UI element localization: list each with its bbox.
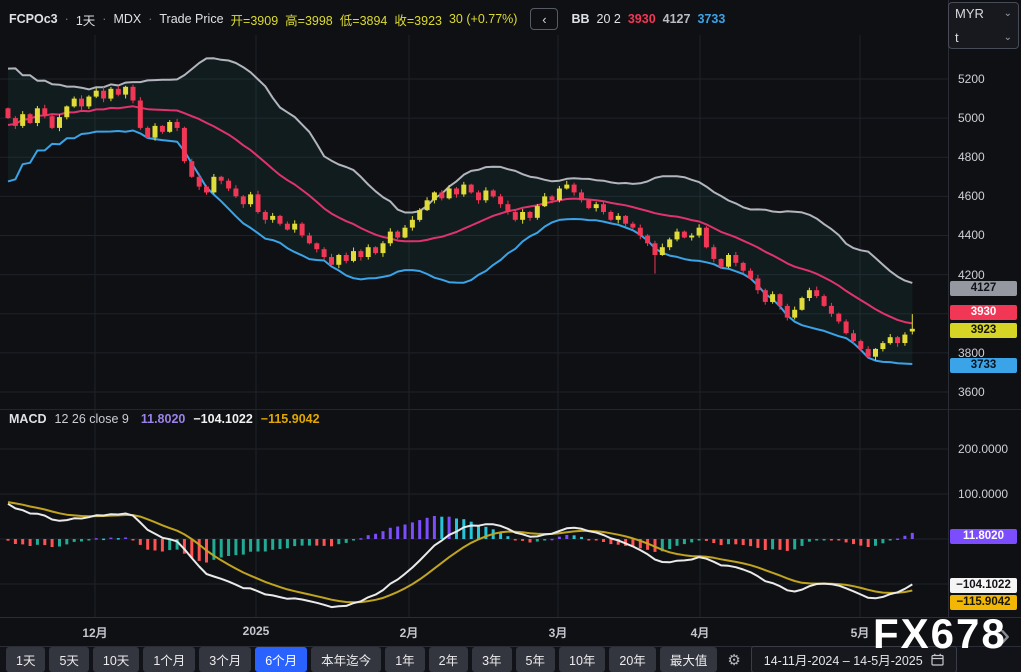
bb-upper-value: 4127: [663, 12, 691, 26]
time-axis-month-label: 2月: [400, 624, 419, 641]
exchange-label[interactable]: MDX: [113, 12, 141, 26]
macd-params: 12 26 close 9: [55, 412, 129, 426]
price-scale-border: [948, 0, 949, 617]
macd-chart-svg[interactable]: [0, 410, 948, 618]
bb-lower-value: 3733: [697, 12, 725, 26]
price-chart-svg[interactable]: [0, 35, 948, 409]
range-button-5[interactable]: 3个月: [199, 647, 251, 672]
symbol-name[interactable]: FCPOc3: [9, 12, 58, 26]
pane-divider[interactable]: [0, 409, 1021, 410]
bollinger-legend: BB 20 2 3930 4127 3733: [571, 12, 725, 26]
range-button-9[interactable]: 2年: [429, 647, 468, 672]
bb-basis-value: 3930: [628, 12, 656, 26]
range-button-3[interactable]: 10天: [93, 647, 139, 672]
macd-line-value: −104.1022: [193, 412, 252, 426]
range-button-13[interactable]: 20年: [609, 647, 655, 672]
time-axis-month-label: 5月: [851, 624, 870, 641]
candlestick-price-pane[interactable]: [0, 35, 948, 409]
separator: ·: [65, 12, 69, 26]
time-axis-month-label: 12月: [82, 624, 107, 641]
chevron-down-icon: ⌄: [1004, 8, 1012, 19]
collapse-legend-button[interactable]: ‹: [530, 8, 558, 30]
currency-value: MYR: [955, 6, 984, 21]
interval-label[interactable]: 1天: [76, 10, 95, 29]
range-button-10[interactable]: 3年: [472, 647, 511, 672]
macd-hist-value: 11.8020: [141, 412, 186, 426]
unit-select[interactable]: t ⌄: [955, 30, 1012, 45]
axis-tick-label: 3600: [958, 385, 985, 399]
macd-title[interactable]: MACD: [9, 412, 47, 426]
price-badge: −115.9042: [950, 595, 1017, 610]
range-button-6[interactable]: 6个月: [255, 647, 307, 672]
close-value: 收=3923: [394, 10, 442, 29]
macd-legend: MACD 12 26 close 9 11.8020 −104.1022 −11…: [9, 412, 320, 426]
time-axis-month-label: 3月: [549, 624, 568, 641]
price-badge: −104.1022: [950, 578, 1017, 593]
trading-chart-window: FCPOc3 · 1天 · MDX · Trade Price 开=3909 高…: [0, 0, 1021, 672]
time-axis-month-label: 2025: [243, 624, 270, 638]
date-range-picker[interactable]: 14-11月-2024 – 14-5月-2025: [751, 646, 957, 672]
symbol-legend: FCPOc3 · 1天 · MDX · Trade Price 开=3909 高…: [9, 8, 725, 30]
range-button-1[interactable]: 1天: [6, 647, 45, 672]
range-button-11[interactable]: 5年: [516, 647, 555, 672]
unit-selector-panel: MYR ⌄ t ⌄: [948, 2, 1019, 49]
low-value: 低=3894: [340, 10, 388, 29]
time-axis-month-label: 4月: [691, 624, 710, 641]
bb-title[interactable]: BB: [571, 12, 589, 26]
date-range-text: 14-11月-2024 – 14-5月-2025: [764, 650, 923, 669]
range-toolbar: 1天5天10天1个月3个月6个月本年迄今1年2年3年5年10年20年最大值 ⚙ …: [0, 646, 1021, 672]
axis-tick-label: 4600: [958, 189, 985, 203]
range-button-8[interactable]: 1年: [385, 647, 424, 672]
bb-params: 20 2: [597, 12, 621, 26]
macd-signal-value: −115.9042: [261, 412, 320, 426]
macd-indicator-pane[interactable]: [0, 410, 948, 618]
separator: ·: [148, 12, 152, 26]
axis-tick-label: 4800: [958, 150, 985, 164]
range-button-14[interactable]: 最大值: [660, 647, 718, 672]
currency-select[interactable]: MYR ⌄: [955, 6, 1012, 21]
price-badge: 3930: [950, 305, 1017, 320]
axis-tick-label: 5000: [958, 111, 985, 125]
separator: ·: [102, 12, 106, 26]
gear-icon[interactable]: ⚙: [721, 651, 746, 669]
time-axis-divider: [0, 617, 1021, 618]
range-button-4[interactable]: 1个月: [143, 647, 195, 672]
change-value: 30 (+0.77%): [449, 12, 517, 26]
high-value: 高=3998: [285, 10, 333, 29]
range-buttons: 1天5天10天1个月3个月6个月本年迄今1年2年3年5年10年20年最大值: [6, 647, 717, 672]
axis-tick-label: 200.0000: [958, 442, 1008, 456]
range-button-12[interactable]: 10年: [559, 647, 605, 672]
price-badge: 11.8020: [950, 529, 1017, 544]
calendar-icon: [931, 653, 944, 666]
axis-tick-label: 4200: [958, 268, 985, 282]
price-badge: 4127: [950, 281, 1017, 296]
price-badge: 3733: [950, 358, 1017, 373]
price-badge: 3923: [950, 323, 1017, 338]
unit-value: t: [955, 30, 959, 45]
series-type-label: Trade Price: [159, 12, 223, 26]
open-value: 开=3909: [231, 10, 279, 29]
chevron-down-icon: ⌄: [1004, 32, 1012, 43]
range-button-2[interactable]: 5天: [49, 647, 88, 672]
range-button-7[interactable]: 本年迄今: [311, 647, 381, 672]
axis-tick-label: 100.0000: [958, 487, 1008, 501]
axis-tick-label: 5200: [958, 72, 985, 86]
axis-tick-label: 4400: [958, 228, 985, 242]
